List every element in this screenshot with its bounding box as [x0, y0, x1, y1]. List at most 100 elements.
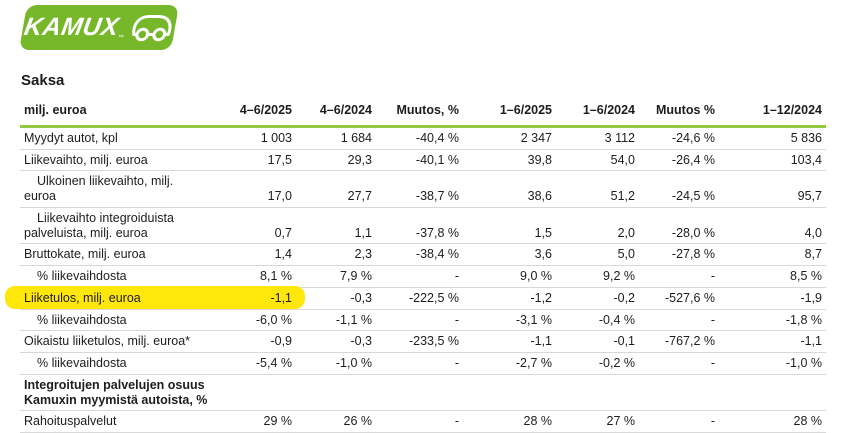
- col-header-1-6-2025: 1–6/2025: [463, 99, 556, 128]
- row-label: Liiketulos, milj. euroa: [5, 285, 218, 310]
- table-cell: 28 %: [463, 411, 556, 433]
- row-label: Liikevaihto, milj. euroa: [20, 150, 218, 172]
- row-ulkoinen-liikevaihto: Ulkoinen liikevaihto, milj. euroa 17,0 2…: [20, 171, 826, 208]
- table-cell: [296, 375, 376, 412]
- table-cell: 51,2: [556, 171, 639, 208]
- row-myydyt-autot-kpl: Myydyt autot, kpl 1 003 1 684 -40,4 % 2 …: [20, 128, 826, 150]
- table-cell: -2,7 %: [463, 353, 556, 375]
- table-cell: 0,7: [218, 208, 296, 245]
- table-cell: -1,1: [719, 331, 826, 353]
- table-cell: -0,3: [296, 288, 376, 310]
- table-cell: -: [639, 411, 719, 433]
- table-cell: -: [376, 310, 463, 332]
- table-cell: 7,9 %: [296, 266, 376, 288]
- table-cell: 2 347: [463, 128, 556, 150]
- table-cell: -0,4 %: [556, 310, 639, 332]
- table-cell: -: [376, 411, 463, 433]
- table-cell: 39,8: [463, 150, 556, 172]
- table-cell: 9,2 %: [556, 266, 639, 288]
- row-liikevaihto: Liikevaihto, milj. euroa 17,5 29,3 -40,1…: [20, 150, 826, 172]
- row-label: % liikevaihdosta: [20, 310, 218, 332]
- col-header-1-12-2024: 1–12/2024: [719, 99, 826, 128]
- financial-table: milj. euroa 4–6/2025 4–6/2024 Muutos, % …: [5, 99, 826, 433]
- row-label: Myydyt autot, kpl: [20, 128, 218, 150]
- table-cell: 29,3: [296, 150, 376, 172]
- row-liiketulos-highlighted: Liiketulos, milj. euroa -1,1 -0,3 -222,5…: [5, 285, 826, 310]
- table-cell: -3,1 %: [463, 310, 556, 332]
- table-cell: -27,8 %: [639, 244, 719, 266]
- kamux-logo-text: KAMUX: [22, 13, 122, 41]
- table-cell: 27 %: [556, 411, 639, 433]
- table-cell: -: [376, 266, 463, 288]
- table-cell: [719, 375, 826, 412]
- table-cell: 3 112: [556, 128, 639, 150]
- table-cell: 1 003: [218, 128, 296, 150]
- table-cell: -0,9: [218, 331, 296, 353]
- table-cell: -0,1: [556, 331, 639, 353]
- table-cell: 27,7: [296, 171, 376, 208]
- table-cell: -1,8 %: [719, 310, 826, 332]
- table-cell: -0,2: [556, 288, 639, 310]
- row-rahoituspalvelut: Rahoituspalvelut 29 % 26 % - 28 % 27 % -…: [20, 411, 826, 433]
- table-cell: -1,0 %: [719, 353, 826, 375]
- col-header-4-6-2025: 4–6/2025: [218, 99, 296, 128]
- col-header-muutos-q: Muutos, %: [376, 99, 463, 128]
- table-cell: -1,1: [218, 285, 305, 310]
- table-cell: -233,5 %: [376, 331, 463, 353]
- trademark-symbol: ™: [117, 35, 125, 41]
- table-header-row: milj. euroa 4–6/2025 4–6/2024 Muutos, % …: [20, 99, 826, 128]
- row-pct-liikevaihdosta-3: % liikevaihdosta -5,4 % -1,0 % - -2,7 % …: [20, 353, 826, 375]
- table-cell: 54,0: [556, 150, 639, 172]
- table-cell: -1,0 %: [296, 353, 376, 375]
- row-integroitujen-palvelujen-osuus: Integroitujen palvelujen osuus Kamuxin m…: [20, 375, 826, 412]
- row-pct-liikevaihdosta-1: % liikevaihdosta 8,1 % 7,9 % - 9,0 % 9,2…: [20, 266, 826, 288]
- table-cell: 4,0: [719, 208, 826, 245]
- table-cell: -5,4 %: [218, 353, 296, 375]
- table-cell: -: [376, 353, 463, 375]
- row-label: Oikaistu liiketulos, milj. euroa*: [20, 331, 218, 353]
- table-cell: -38,4 %: [376, 244, 463, 266]
- table-cell: -: [639, 266, 719, 288]
- table-cell: 38,6: [463, 171, 556, 208]
- row-label: % liikevaihdosta: [20, 353, 218, 375]
- table-cell: -24,6 %: [639, 128, 719, 150]
- row-label: % liikevaihdosta: [20, 266, 218, 288]
- table-cell: -1,2: [463, 288, 556, 310]
- table-cell: 8,5 %: [719, 266, 826, 288]
- table-cell: 17,5: [218, 150, 296, 172]
- kamux-logo: KAMUX ™: [19, 5, 179, 50]
- table-cell: 2,0: [556, 208, 639, 245]
- table-cell: [639, 375, 719, 412]
- table-cell: -38,7 %: [376, 171, 463, 208]
- table-cell: 5 836: [719, 128, 826, 150]
- car-icon: [131, 15, 172, 42]
- table-cell: [376, 375, 463, 412]
- row-label: Integroitujen palvelujen osuus Kamuxin m…: [20, 375, 218, 412]
- table-cell: 1,5: [463, 208, 556, 245]
- row-label: Bruttokate, milj. euroa: [20, 244, 218, 266]
- table-cell: 3,6: [463, 244, 556, 266]
- table-cell: [463, 375, 556, 412]
- table-cell: -40,1 %: [376, 150, 463, 172]
- table-cell: -527,6 %: [639, 288, 719, 310]
- table-cell: -24,5 %: [639, 171, 719, 208]
- table-cell: 29 %: [218, 411, 296, 433]
- table-cell: 8,7: [719, 244, 826, 266]
- table-cell: 2,3: [296, 244, 376, 266]
- row-pct-liikevaihdosta-2: % liikevaihdosta -6,0 % -1,1 % - -3,1 % …: [20, 310, 826, 332]
- table-cell: [218, 375, 296, 412]
- table-cell: -26,4 %: [639, 150, 719, 172]
- table-cell: -6,0 %: [218, 310, 296, 332]
- col-header-milj-euroa: milj. euroa: [20, 99, 218, 128]
- row-oikaistu-liiketulos: Oikaistu liiketulos, milj. euroa* -0,9 -…: [20, 331, 826, 353]
- table-cell: 95,7: [719, 171, 826, 208]
- table-cell: 17,0: [218, 171, 296, 208]
- table-cell: -1,1 %: [296, 310, 376, 332]
- col-header-4-6-2024: 4–6/2024: [296, 99, 376, 128]
- row-liikevaihto-integroiduista-palveluista: Liikevaihto integroiduista palveluista, …: [20, 208, 826, 245]
- table-cell: [556, 375, 639, 412]
- table-cell: -1,1: [463, 331, 556, 353]
- table-cell: -767,2 %: [639, 331, 719, 353]
- table-cell: -1,9: [719, 288, 826, 310]
